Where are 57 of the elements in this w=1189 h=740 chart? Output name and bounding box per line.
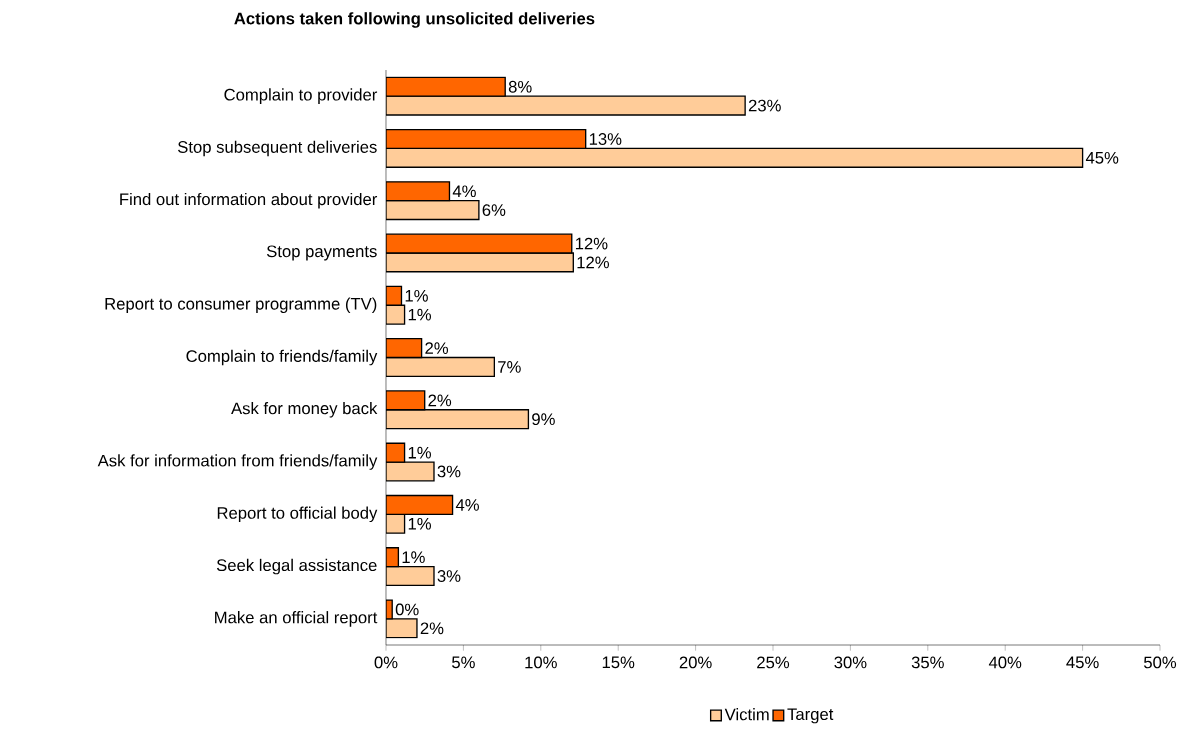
bar	[386, 356, 496, 377]
data-label: 8%	[508, 80, 532, 93]
data-label: 1%	[405, 289, 428, 302]
x-tick-label: 5%	[452, 656, 475, 669]
bar	[386, 147, 1084, 168]
x-tick-label: 45%	[1066, 656, 1099, 669]
data-label: 3%	[437, 465, 461, 478]
x-tick-label: 35%	[911, 656, 944, 669]
x-tick-label: 15%	[602, 656, 635, 669]
data-label: 4%	[455, 499, 479, 511]
bar	[386, 95, 746, 116]
bar	[386, 200, 480, 221]
data-label: 0%	[395, 603, 419, 616]
x-tick-label: 20%	[679, 656, 712, 669]
bar	[386, 252, 574, 273]
y-tick-label: Make an official report	[215, 611, 378, 627]
legend-label: Target	[787, 708, 834, 724]
y-tick-label: Seek legal assistance	[216, 558, 377, 575]
data-label: 1%	[402, 551, 425, 564]
data-label: 1%	[408, 517, 431, 530]
x-tick-label: 30%	[834, 656, 867, 669]
y-tick-label: Find out information about provider	[120, 192, 378, 209]
x-tick-label: 10%	[525, 656, 557, 669]
y-tick-label: Stop subsequent deliveries	[178, 140, 377, 157]
y-tick-label: Report to consumer programme (TV)	[105, 297, 377, 313]
chart-title: Actions taken following unsolicited deliveries	[234, 12, 595, 28]
x-tick-label: 50%	[1143, 656, 1177, 669]
data-label: 23%	[748, 99, 781, 112]
data-label: 12%	[577, 256, 609, 269]
data-label: 7%	[498, 361, 521, 373]
legend-label: Victim	[724, 708, 769, 721]
data-label: 2%	[428, 394, 452, 407]
data-label: 45%	[1085, 151, 1119, 164]
y-tick-label: Ask for money back	[231, 402, 378, 418]
y-tick-label: Report to official body	[217, 506, 378, 523]
bar	[386, 494, 454, 515]
bar	[386, 128, 587, 150]
y-tick-label: Complain to provider	[224, 88, 378, 104]
x-tick-label: 25%	[757, 656, 790, 669]
bar	[386, 409, 530, 430]
data-label: 3%	[437, 570, 461, 582]
y-tick-label: Complain to friends/family	[186, 349, 378, 366]
data-label: 2%	[425, 342, 449, 354]
x-tick-label: 0%	[374, 656, 398, 669]
data-label: 2%	[420, 622, 444, 635]
bar	[386, 565, 435, 587]
bar	[386, 338, 423, 359]
data-label: 13%	[589, 133, 622, 145]
data-label: 1%	[408, 308, 431, 321]
data-label: 6%	[482, 204, 506, 216]
x-tick-label: 40%	[988, 656, 1022, 669]
y-tick-label: Stop payments	[266, 245, 377, 261]
data-label: 1%	[408, 446, 431, 459]
y-tick-label: Ask for information from friends/family	[97, 454, 378, 470]
data-label: 4%	[452, 185, 476, 198]
data-label: 12%	[575, 237, 608, 250]
data-label: 9%	[532, 413, 555, 426]
